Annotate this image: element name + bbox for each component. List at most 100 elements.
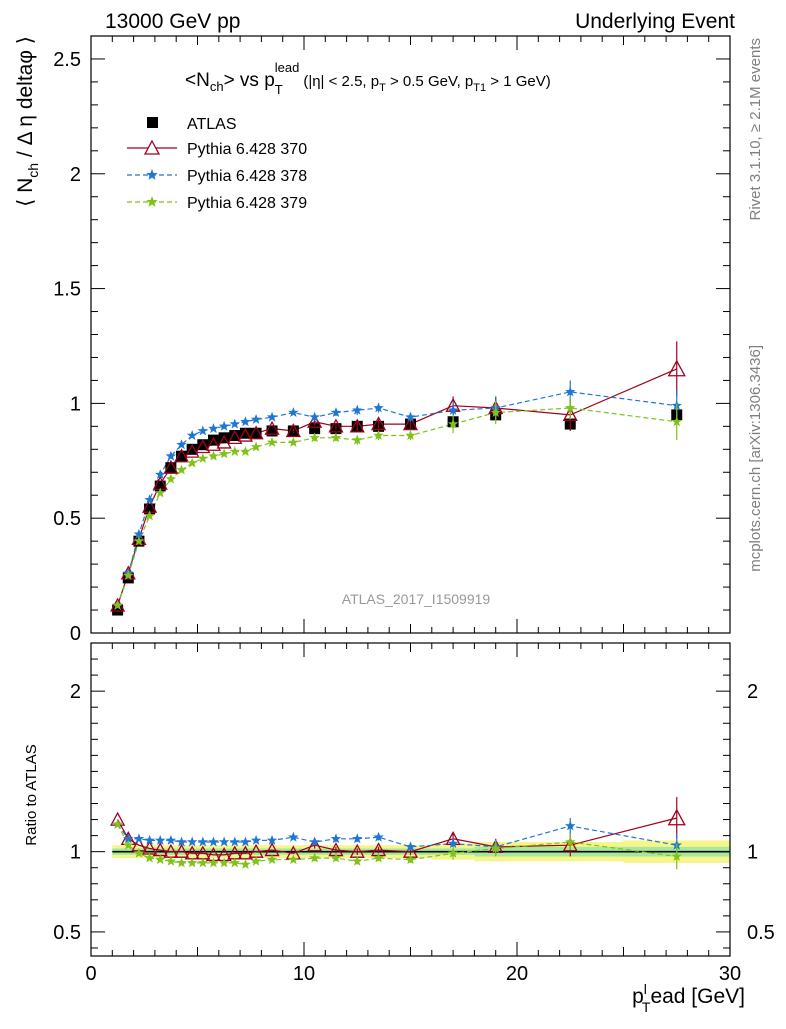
main-point-p378 — [288, 407, 299, 417]
main-point-p378 — [186, 430, 198, 440]
title-mid: > vs p — [224, 70, 275, 91]
ratio-point-p378 — [309, 836, 320, 847]
ratio-point-p378 — [288, 831, 299, 842]
main-title: <Nch> vs pTlead(|η| < 2.5, pT > 0.5 GeV,… — [185, 60, 551, 97]
main-point-p378 — [330, 407, 342, 417]
ratio-point-p379 — [229, 857, 240, 868]
atlas-point — [218, 432, 230, 444]
xlabel-sub: T — [642, 999, 651, 1015]
ratio-point-p379 — [208, 857, 219, 868]
ratio-point-p379 — [330, 852, 342, 863]
main-point-p378 — [165, 450, 177, 461]
ratio-point-p370 — [237, 845, 254, 860]
ratio-uncertainty-band — [112, 840, 730, 863]
main-point-p379 — [447, 418, 459, 429]
legend-item-p378: Pythia 6.428 378 — [127, 168, 307, 185]
ratio-ytick-label: 0.5 — [53, 922, 81, 944]
ratio-point-p379 — [123, 839, 134, 850]
ratio-point-p379 — [240, 859, 251, 869]
main-point-p370 — [349, 418, 365, 433]
main-point-p379 — [186, 457, 198, 468]
main-point-p379 — [405, 430, 416, 440]
main-point-p379 — [133, 535, 145, 546]
ratio-point-p379 — [671, 851, 682, 861]
main-point-p378 — [144, 494, 155, 505]
main-point-p370 — [328, 418, 344, 433]
ratio-point-p378 — [405, 841, 416, 852]
ylabel-sub: ch — [25, 163, 41, 178]
xtick-label: 0 — [85, 963, 96, 985]
main-point-p370 — [667, 359, 686, 377]
main-ytick-label: 1.5 — [53, 279, 81, 301]
title-cuts-c: > 1 GeV) — [486, 73, 551, 90]
title-cuts-a: (|η| < 2.5, p — [303, 73, 379, 90]
ylabel-b: / Δ η deltaφ ⟩ — [14, 36, 37, 163]
main-point-p379 — [229, 446, 240, 457]
ylabel-a: ⟨ N — [14, 178, 37, 207]
main-point-p379 — [250, 441, 262, 452]
main-ytick-label: 1 — [70, 393, 81, 415]
main-point-p370 — [195, 439, 211, 454]
main-point-p379 — [155, 487, 166, 498]
main-point-p379 — [490, 407, 501, 417]
legend-item-p370: Pythia 6.428 370 — [127, 139, 307, 158]
ratio-point-p379 — [144, 852, 155, 863]
ratio-point-p379 — [565, 836, 576, 847]
ratio-point-p378 — [123, 833, 134, 844]
main-ytick-label: 0 — [70, 623, 81, 645]
main-point-p378 — [155, 469, 166, 479]
ratio-point-p370 — [667, 808, 686, 826]
xlabel-b: ead [GeV] — [650, 985, 745, 1008]
main-point-p379 — [671, 416, 682, 427]
main-point-p379 — [266, 436, 278, 447]
main-ytick-label: 2.5 — [53, 49, 81, 71]
main-point-p370 — [163, 459, 179, 474]
ratio-point-p378 — [352, 833, 363, 844]
ratio-point-p379 — [176, 857, 187, 868]
main-line-p370 — [117, 368, 678, 606]
ratio-point-p378 — [165, 834, 177, 845]
main-point-p379 — [208, 450, 219, 461]
ratio-point-p370 — [562, 837, 578, 852]
main-series-layer — [110, 341, 686, 616]
main-point-p370 — [131, 530, 147, 546]
legend-label-p378: Pythia 6.428 378 — [187, 168, 307, 185]
ratio-point-p378 — [447, 838, 459, 849]
ratio-point-p379 — [447, 847, 459, 858]
main-point-p378 — [309, 411, 320, 422]
main-point-p370 — [216, 434, 232, 449]
title-lhs: <N — [185, 70, 210, 91]
main-point-p370 — [264, 420, 280, 435]
main-point-p378 — [208, 423, 219, 434]
main-point-p370 — [285, 423, 301, 438]
legend-label-atlas: ATLAS — [187, 116, 237, 133]
main-point-p379 — [165, 473, 177, 484]
main-ytick-label: 2 — [70, 164, 81, 186]
main-point-p378 — [176, 439, 187, 450]
ratio-point-p379 — [186, 857, 198, 868]
legend-item-atlas: ATLAS — [147, 116, 237, 133]
main-point-p379 — [112, 599, 123, 610]
legend: ATLAS Pythia 6.428 370 Pythia 6.428 378 … — [127, 116, 307, 212]
atlas-point — [239, 427, 251, 439]
atlas-point — [266, 425, 278, 437]
main-point-p378 — [352, 404, 363, 415]
ratio-point-p379 — [250, 855, 262, 866]
main-point-p379 — [144, 510, 155, 521]
header-left: 13000 GeV pp — [105, 10, 240, 33]
main-point-p378 — [373, 402, 384, 413]
main-point-p378 — [197, 425, 209, 436]
main-point-p378 — [565, 386, 576, 397]
main-ytick-label: 0.5 — [53, 508, 81, 530]
ratio-point-p378 — [240, 836, 251, 847]
main-point-p379 — [288, 436, 299, 447]
atlas-point — [112, 604, 124, 616]
xlabel-sup: l — [644, 981, 647, 997]
ratio-point-p379 — [288, 854, 299, 865]
ratio-point-p379 — [197, 857, 209, 868]
ratio-point-p370 — [173, 843, 190, 858]
ratio-point-p379 — [490, 843, 501, 853]
ratio-ylabel: Ratio to ATLAS — [23, 744, 40, 845]
ratio-frame — [90, 642, 731, 957]
